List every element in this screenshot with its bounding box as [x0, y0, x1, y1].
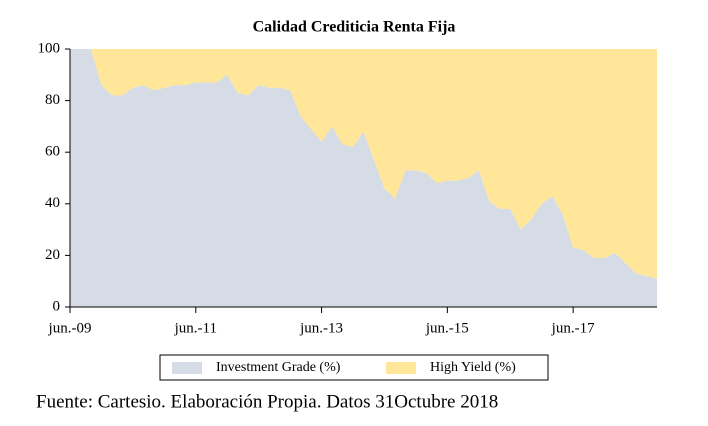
y-tick-label: 80 [45, 92, 60, 108]
chart-title: Calidad Crediticia Renta Fija [253, 19, 456, 36]
legend-label: High Yield (%) [430, 360, 516, 375]
x-tick-label: jun.-11 [174, 320, 217, 336]
legend-swatch [386, 362, 416, 374]
x-tick-label: jun.-17 [551, 320, 595, 336]
source-note: Fuente: Cartesio. Elaboración Propia. Da… [36, 391, 498, 412]
area [70, 49, 657, 307]
y-tick-label: 0 [53, 298, 61, 314]
x-tick-label: jun.-15 [425, 320, 469, 336]
area [70, 49, 657, 279]
x-tick-label: jun.-09 [48, 320, 92, 336]
y-tick-label: 40 [45, 195, 60, 211]
legend-swatch [172, 362, 202, 374]
y-tick-label: 60 [45, 144, 60, 160]
y-tick-label: 20 [45, 247, 60, 263]
y-tick-label: 100 [38, 40, 61, 56]
x-tick-label: jun.-13 [299, 320, 343, 336]
legend-label: Investment Grade (%) [216, 360, 341, 375]
legend-box [159, 354, 549, 381]
